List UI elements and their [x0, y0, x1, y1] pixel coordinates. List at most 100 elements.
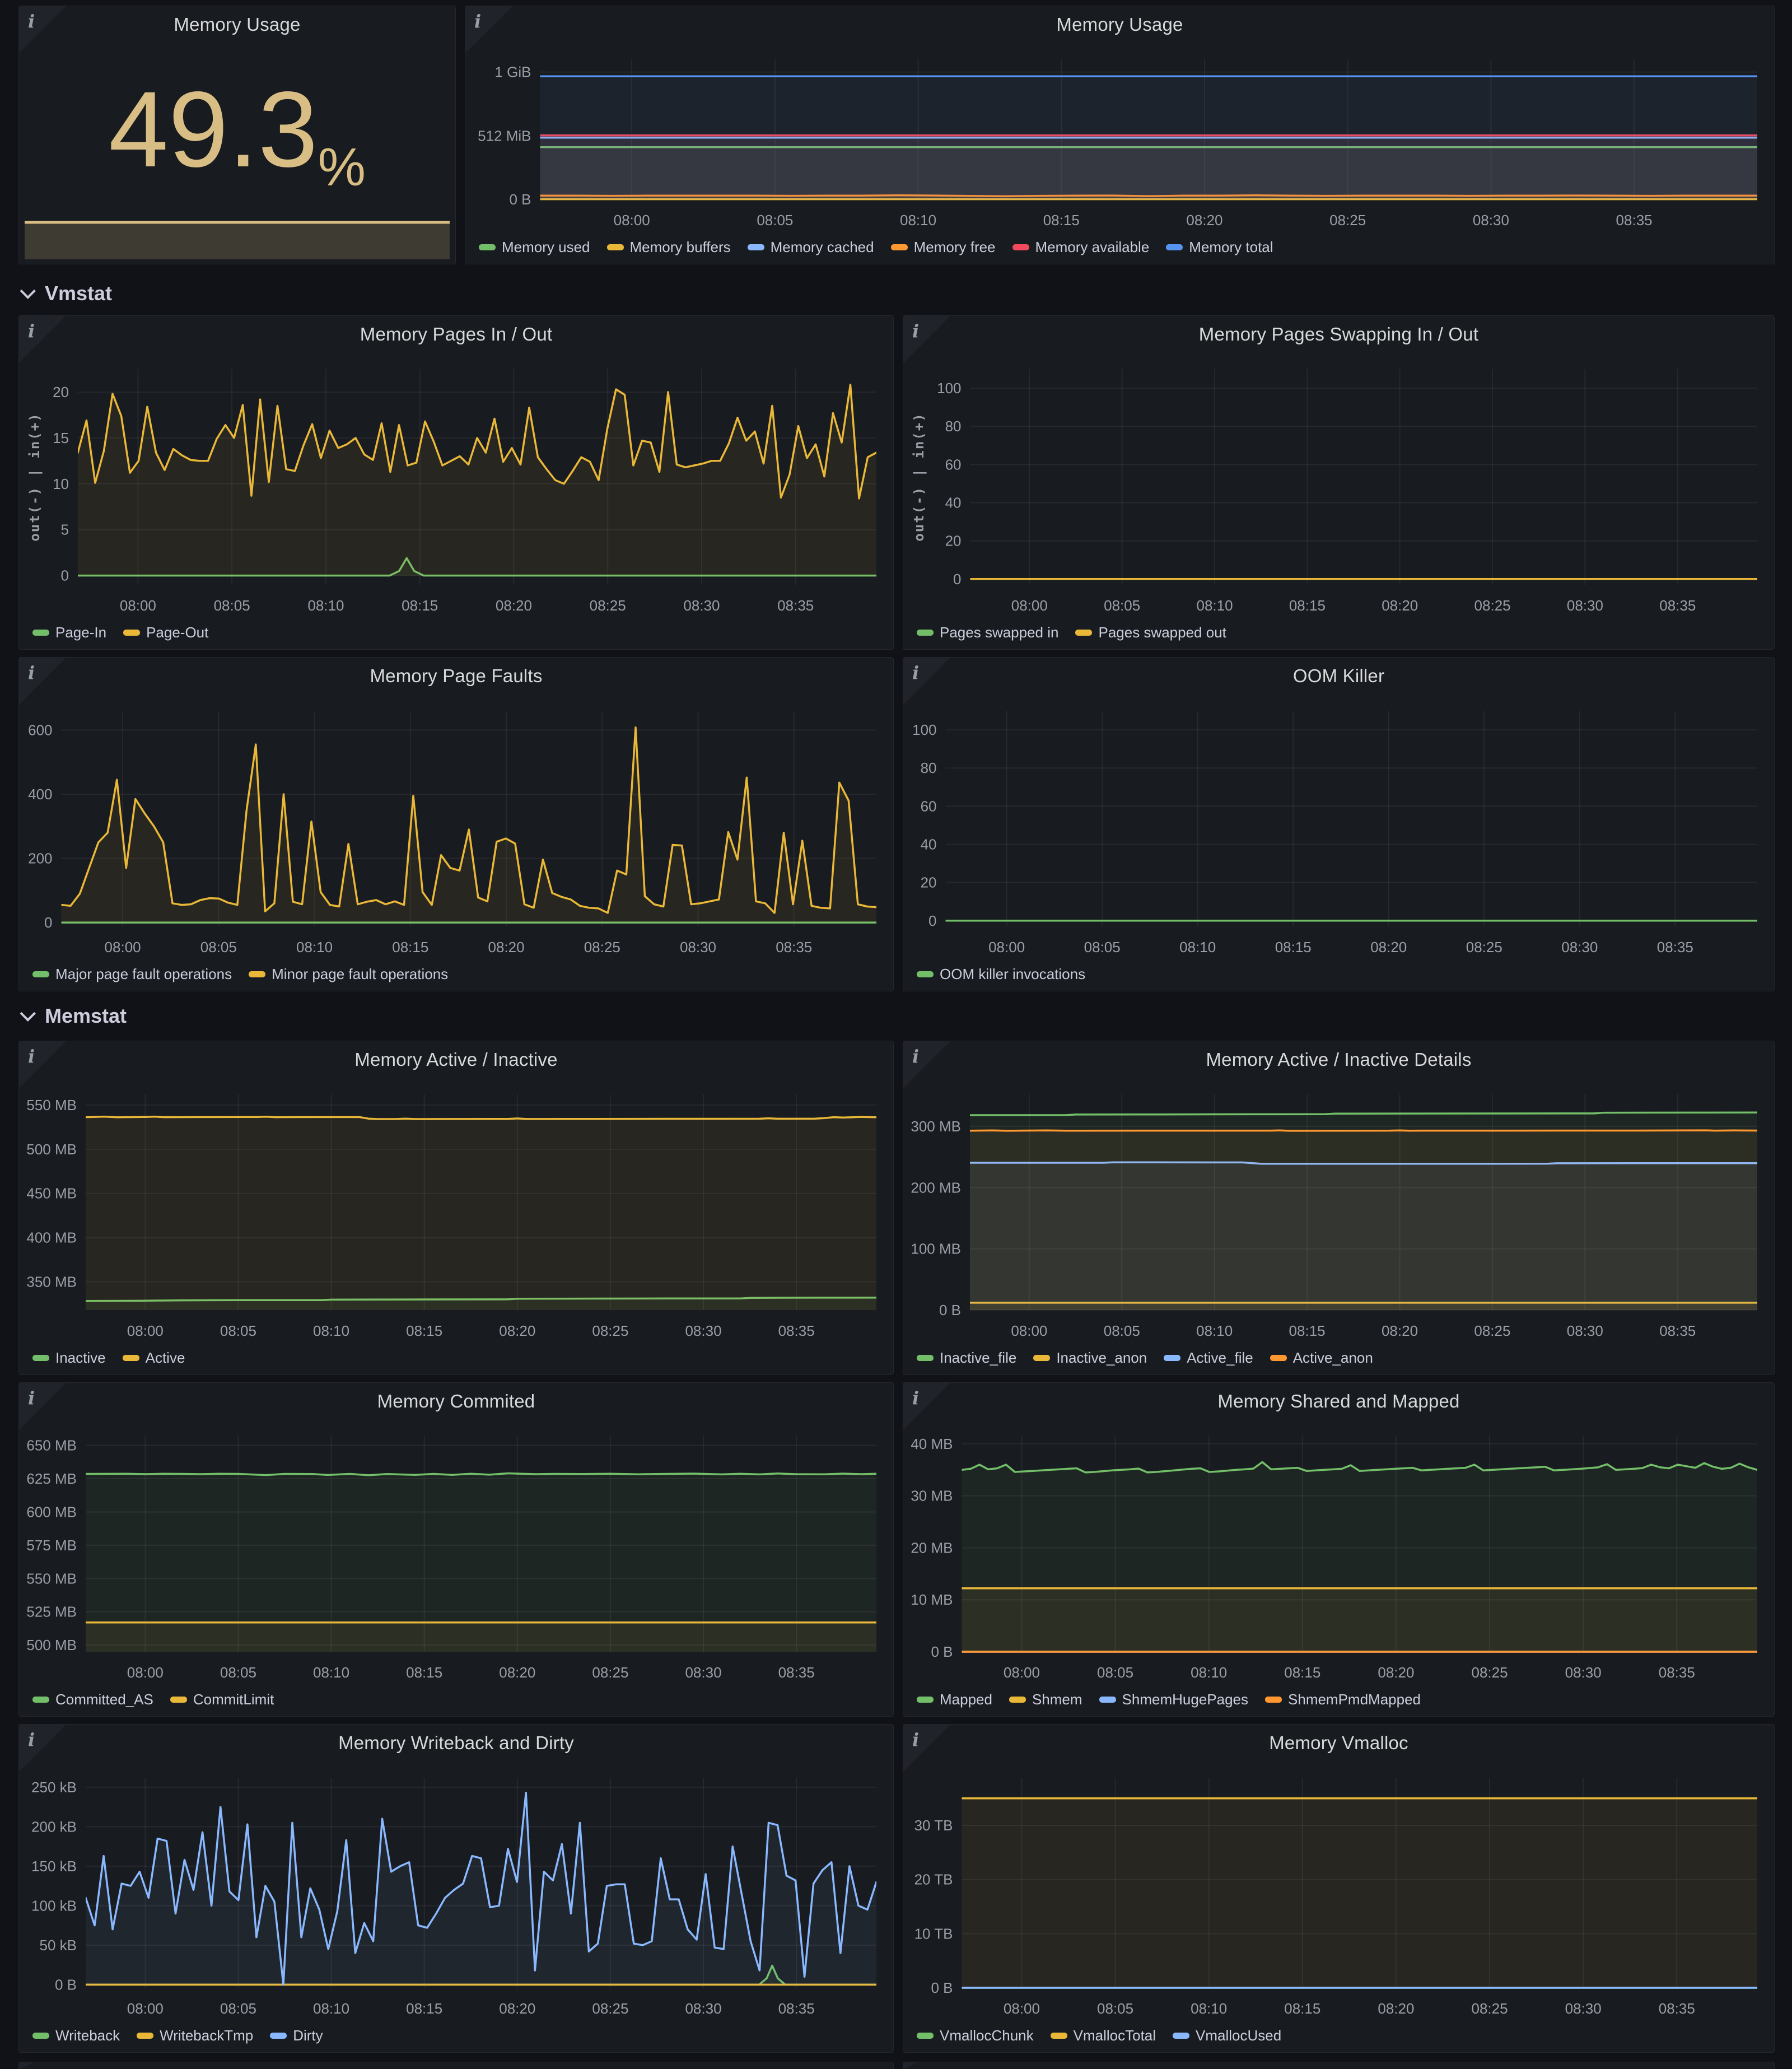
legend-item[interactable]: Inactive [32, 1349, 106, 1367]
info-icon[interactable]: i [28, 11, 35, 32]
legend-item[interactable]: Major page fault operations [32, 966, 232, 983]
svg-text:08:00: 08:00 [614, 212, 650, 229]
legend-item[interactable]: CommitLimit [170, 1691, 274, 1708]
svg-text:300 MB: 300 MB [911, 1118, 961, 1135]
legend-item[interactable]: Active [122, 1349, 185, 1367]
svg-text:08:20: 08:20 [488, 939, 524, 956]
legend-item[interactable]: Shmem [1009, 1691, 1082, 1708]
panel-info-corner[interactable] [465, 6, 512, 53]
legend: VmallocChunk VmallocTotal VmallocUsed [917, 2027, 1281, 2044]
panel-info-corner [903, 2062, 918, 2069]
panel-info-corner[interactable] [19, 1725, 66, 1772]
svg-text:20 MB: 20 MB [911, 1539, 953, 1556]
svg-text:08:20: 08:20 [1382, 1322, 1418, 1339]
timeseries-chart: 0 B 512 MiB 1 GiB 08:00 08:05 08:10 08:15 08:20… [478, 59, 1757, 229]
info-icon[interactable]: i [28, 662, 35, 683]
legend-item[interactable]: Memory total [1166, 239, 1273, 256]
svg-text:08:10: 08:10 [1191, 2000, 1227, 2017]
svg-text:0 B: 0 B [939, 1302, 961, 1318]
panel-info-corner[interactable] [903, 1725, 950, 1772]
legend-label: ShmemHugePages [1122, 1691, 1249, 1708]
legend-item[interactable]: Active_file [1164, 1349, 1253, 1367]
svg-text:500 MB: 500 MB [26, 1637, 77, 1653]
info-icon[interactable]: i [474, 11, 482, 32]
legend-item[interactable]: Committed_AS [32, 1691, 153, 1708]
legend-item[interactable]: WritebackTmp [137, 2027, 253, 2044]
svg-text:08:10: 08:10 [313, 1664, 349, 1681]
info-icon[interactable]: i [912, 1729, 920, 1750]
legend-item[interactable]: Active_anon [1270, 1349, 1373, 1367]
svg-text:08:15: 08:15 [1284, 1664, 1320, 1681]
svg-text:0 B: 0 B [931, 1643, 953, 1660]
svg-text:08:10: 08:10 [313, 1322, 349, 1339]
svg-text:08:25: 08:25 [590, 597, 626, 614]
panel-info-corner[interactable] [19, 6, 66, 53]
panel-info-corner[interactable] [19, 658, 66, 705]
legend-item[interactable]: Writeback [32, 2027, 120, 2044]
legend-label: ShmemPmdMapped [1288, 1691, 1421, 1708]
legend-item[interactable]: Page-In [32, 624, 106, 641]
legend-item[interactable]: Memory used [479, 239, 590, 256]
info-icon[interactable]: i [912, 662, 920, 683]
legend-item[interactable]: ShmemHugePages [1099, 1691, 1248, 1708]
legend-item[interactable]: Minor page fault operations [249, 966, 448, 983]
legend-item[interactable]: Memory available [1012, 239, 1150, 256]
row-header-memstat[interactable]: Memstat [20, 1001, 127, 1031]
panel-info-corner[interactable] [903, 658, 950, 705]
svg-text:512 MiB: 512 MiB [478, 127, 531, 144]
legend-item[interactable]: OOM killer invocations [917, 966, 1085, 983]
panel-info-corner[interactable] [903, 316, 950, 363]
panel-title: Memory Vmalloc [1269, 1732, 1408, 1753]
svg-text:60: 60 [921, 798, 937, 814]
panel-info-corner[interactable] [19, 1383, 66, 1430]
legend-item[interactable]: Dirty [270, 2027, 323, 2044]
panel-info-corner[interactable] [19, 1041, 66, 1088]
timeseries-chart: 500 MB 525 MB 550 MB 575 MB 600 MB 625 MB 650 … [26, 1436, 876, 1681]
legend-label: Memory available [1035, 239, 1150, 255]
legend-item[interactable]: ShmemPmdMapped [1265, 1691, 1421, 1708]
svg-text:60: 60 [945, 456, 962, 473]
info-icon[interactable]: i [912, 1046, 920, 1067]
legend-item[interactable]: Memory free [890, 239, 996, 256]
panel-info-corner[interactable] [903, 1383, 950, 1430]
legend-item[interactable]: Pages swapped in [917, 624, 1058, 641]
legend-swatch [1099, 1697, 1116, 1703]
svg-text:08:25: 08:25 [592, 2000, 628, 2017]
panel-memory-active-inactive-details: i Memory Active / Inactive Details 0 B 100 … [903, 1041, 1775, 1375]
svg-text:08:05: 08:05 [1104, 597, 1140, 614]
legend-item[interactable]: Memory buffers [606, 239, 731, 256]
svg-text:08:15: 08:15 [392, 939, 428, 956]
svg-text:08:35: 08:35 [778, 2000, 815, 2017]
row-label: Vmstat [45, 282, 113, 305]
legend-label: Memory buffers [629, 239, 731, 255]
svg-text:08:30: 08:30 [685, 2000, 721, 2017]
svg-text:1 GiB: 1 GiB [494, 64, 531, 81]
svg-text:100: 100 [912, 721, 936, 738]
info-icon[interactable]: i [28, 320, 35, 342]
info-icon[interactable]: i [28, 1387, 35, 1409]
svg-text:08:05: 08:05 [1097, 2000, 1133, 2017]
info-icon[interactable]: i [912, 320, 920, 342]
legend-item[interactable]: Pages swapped out [1075, 624, 1226, 641]
legend-item[interactable]: VmallocTotal [1050, 2027, 1156, 2044]
info-icon[interactable]: i [912, 1387, 920, 1409]
panel-title: Memory Usage [174, 14, 301, 35]
legend-item[interactable]: Inactive_anon [1033, 1349, 1147, 1367]
panel-info-corner[interactable] [903, 1041, 950, 1088]
svg-text:525 MB: 525 MB [26, 1604, 77, 1620]
chevron-down-icon [20, 1005, 36, 1022]
svg-text:08:35: 08:35 [1659, 597, 1696, 614]
panel-info-corner[interactable] [19, 316, 66, 363]
svg-text:5: 5 [61, 521, 69, 538]
legend-item[interactable]: Page-Out [123, 624, 208, 641]
legend-item[interactable]: VmallocChunk [917, 2027, 1034, 2044]
timeseries-chart: 0 200 400 600 08:00 08:05 08:10 08:15 08:20 08:25… [28, 711, 876, 956]
legend-item[interactable]: VmallocUsed [1173, 2027, 1281, 2044]
info-icon[interactable]: i [28, 1046, 35, 1067]
legend-item[interactable]: Memory cached [747, 239, 874, 256]
legend-item[interactable]: Inactive_file [917, 1349, 1016, 1367]
timeseries-chart: 0 B 100 MB 200 MB 300 MB 08:00 08:05 08:10 08:1… [911, 1094, 1757, 1339]
legend-item[interactable]: Mapped [917, 1691, 992, 1708]
info-icon[interactable]: i [28, 1729, 35, 1750]
row-header-vmstat[interactable]: Vmstat [20, 279, 113, 308]
